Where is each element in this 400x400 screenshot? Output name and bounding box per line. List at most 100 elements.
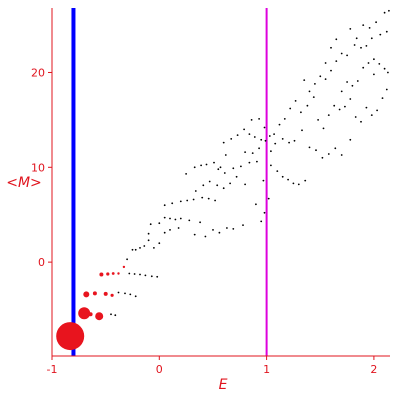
data-point-29 xyxy=(179,217,182,220)
data-point-56 xyxy=(193,166,196,169)
data-point-5 xyxy=(156,275,159,278)
data-point-136 xyxy=(373,58,375,61)
data-point-86 xyxy=(270,164,272,167)
data-point-78 xyxy=(258,147,260,150)
highlight-point-12 xyxy=(122,265,126,269)
data-point-2 xyxy=(139,273,141,276)
data-point-113 xyxy=(334,147,337,150)
data-point-65 xyxy=(240,165,242,168)
data-point-96 xyxy=(260,220,263,223)
data-point-44 xyxy=(201,196,204,199)
data-point-148 xyxy=(376,109,378,112)
data-point-112 xyxy=(327,153,330,155)
data-point-82 xyxy=(250,119,253,121)
highlight-point-7 xyxy=(110,293,114,297)
data-point-145 xyxy=(360,120,362,123)
data-point-133 xyxy=(356,80,359,82)
data-point-142 xyxy=(365,45,368,47)
data-point-67 xyxy=(256,160,258,163)
data-point-162 xyxy=(349,28,352,30)
data-point-8 xyxy=(129,293,132,296)
data-point-160 xyxy=(388,9,390,12)
data-point-49 xyxy=(208,180,211,183)
highlight-point-3 xyxy=(88,312,93,317)
data-point-106 xyxy=(288,141,290,144)
data-point-104 xyxy=(273,133,275,136)
highlight-point-11 xyxy=(117,272,120,275)
data-point-114 xyxy=(340,154,343,156)
data-point-47 xyxy=(194,190,197,192)
data-point-163 xyxy=(355,37,358,40)
y-tick-label: 10 xyxy=(31,161,45,174)
data-point-102 xyxy=(306,104,309,107)
data-point-72 xyxy=(243,128,246,131)
x-tick-label: 1 xyxy=(263,363,270,376)
data-point-30 xyxy=(188,219,191,222)
data-point-41 xyxy=(179,200,182,203)
data-point-24 xyxy=(149,223,152,226)
data-point-83 xyxy=(258,118,260,120)
data-point-28 xyxy=(174,218,177,221)
data-point-50 xyxy=(216,184,219,187)
data-point-58 xyxy=(205,163,208,166)
data-point-89 xyxy=(287,178,289,181)
data-point-127 xyxy=(338,108,341,111)
data-point-158 xyxy=(379,33,382,36)
highlight-point-5 xyxy=(92,291,97,296)
data-point-101 xyxy=(300,111,302,114)
data-point-36 xyxy=(226,227,228,229)
data-point-150 xyxy=(385,88,388,91)
data-point-115 xyxy=(349,138,352,141)
data-point-75 xyxy=(260,138,263,141)
data-point-9 xyxy=(134,295,137,298)
data-point-42 xyxy=(186,199,189,202)
data-point-141 xyxy=(360,46,362,49)
data-point-1 xyxy=(133,273,136,275)
y-axis-label: <M> xyxy=(6,175,42,191)
data-point-10 xyxy=(110,313,112,316)
data-point-3 xyxy=(144,274,147,277)
data-point-68 xyxy=(262,179,265,182)
data-point-116 xyxy=(303,79,306,81)
data-point-93 xyxy=(267,197,270,200)
data-point-91 xyxy=(297,183,300,186)
data-point-60 xyxy=(219,166,222,169)
data-point-119 xyxy=(319,75,322,78)
data-point-125 xyxy=(327,114,330,116)
highlight-point-9 xyxy=(106,272,110,276)
data-point-43 xyxy=(192,198,195,201)
data-point-129 xyxy=(349,98,352,100)
data-point-84 xyxy=(263,126,266,129)
data-point-134 xyxy=(362,66,365,69)
data-point-165 xyxy=(324,62,327,64)
data-point-66 xyxy=(248,161,251,164)
data-point-20 xyxy=(147,232,150,235)
data-point-143 xyxy=(370,37,373,40)
data-point-131 xyxy=(346,81,348,83)
highlight-point-4 xyxy=(83,291,90,298)
data-point-85 xyxy=(268,135,271,137)
data-point-157 xyxy=(375,21,377,24)
highlight-point-2 xyxy=(95,312,104,321)
data-point-88 xyxy=(281,175,284,178)
data-point-140 xyxy=(353,44,356,46)
data-point-63 xyxy=(223,172,226,174)
data-point-159 xyxy=(383,11,386,14)
data-point-11 xyxy=(114,314,117,317)
data-point-12 xyxy=(126,258,128,261)
data-point-27 xyxy=(169,217,171,220)
data-point-117 xyxy=(308,90,311,93)
data-point-70 xyxy=(230,138,233,140)
data-point-100 xyxy=(294,100,297,102)
data-point-39 xyxy=(163,204,166,207)
data-point-26 xyxy=(163,216,166,219)
data-point-108 xyxy=(301,129,303,132)
data-point-90 xyxy=(292,182,295,185)
data-point-19 xyxy=(134,248,137,251)
data-point-79 xyxy=(264,139,267,142)
data-point-146 xyxy=(365,106,368,109)
axes-layer xyxy=(51,8,390,357)
data-point-128 xyxy=(344,105,346,108)
